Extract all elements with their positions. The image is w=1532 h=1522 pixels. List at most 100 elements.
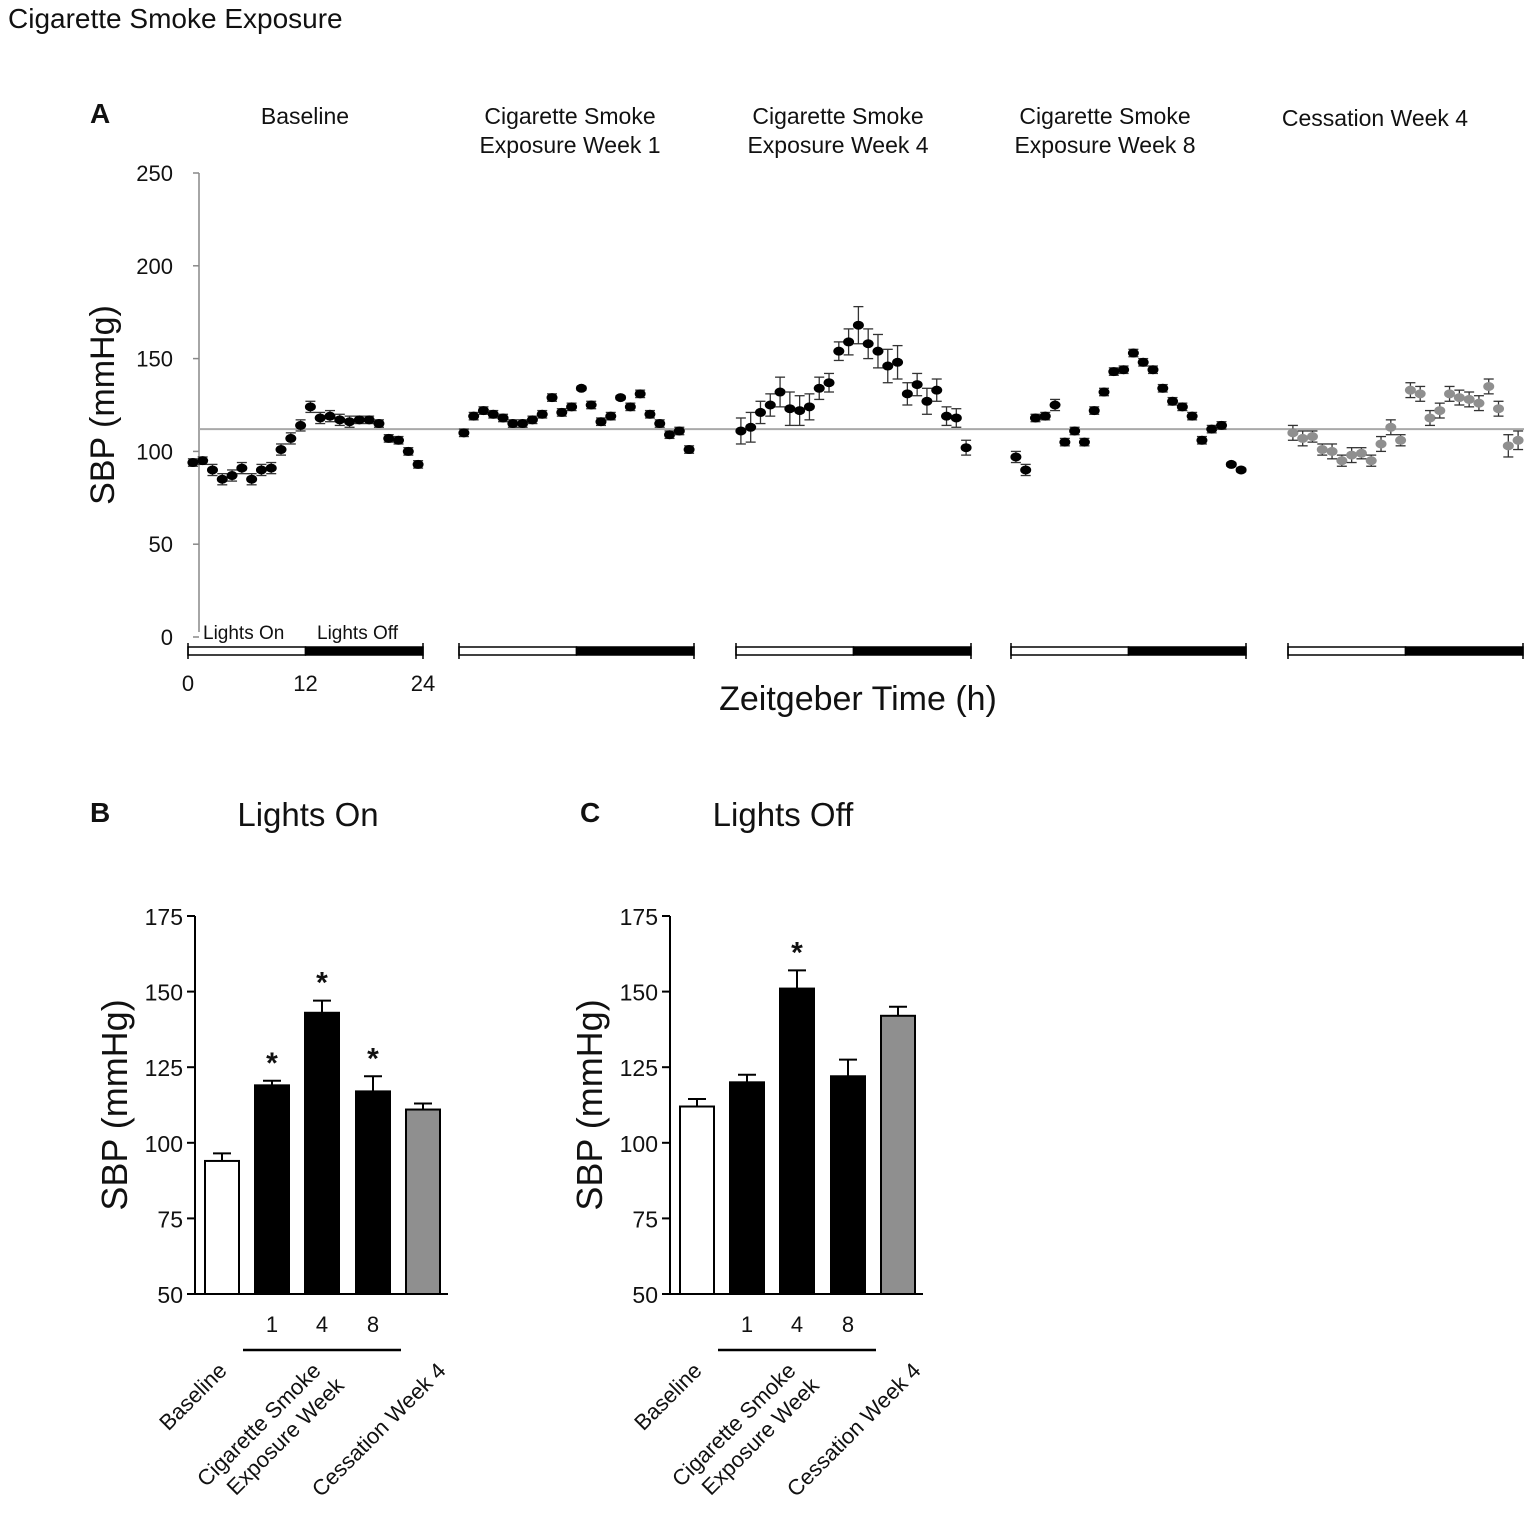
data-point xyxy=(1306,432,1318,442)
data-point xyxy=(1137,357,1149,367)
data-point xyxy=(1493,404,1505,414)
data-point xyxy=(1039,411,1051,421)
panel-a-x-tick-label: 0 xyxy=(182,671,194,696)
data-point xyxy=(497,413,509,423)
light-phase-bar xyxy=(735,646,855,656)
data-point xyxy=(605,411,617,421)
series-title-line: Cigarette Smoke xyxy=(1019,103,1190,129)
lights-off-label: Lights Off xyxy=(317,623,399,644)
significance-marker: * xyxy=(316,967,328,1000)
panel-a-y-tick-label: 100 xyxy=(136,439,173,464)
panel-c-letter: C xyxy=(580,797,600,828)
data-point xyxy=(295,420,307,430)
data-point xyxy=(1473,398,1485,408)
data-point xyxy=(1049,400,1061,410)
series-title-line: Cessation Week 4 xyxy=(1282,105,1468,131)
week-number-label: 4 xyxy=(316,1312,328,1337)
data-point xyxy=(487,409,499,419)
series-title-line: Exposure Week 1 xyxy=(479,132,660,158)
data-point xyxy=(1186,411,1198,421)
panel-a-scatter: A 0 50 100 150 200 250 SBP (mmHg) Lights On Ligh… xyxy=(84,98,1524,718)
bar-y-tick-label: 150 xyxy=(620,980,658,1006)
data-point xyxy=(517,419,529,429)
week-number-label: 8 xyxy=(367,1312,379,1337)
data-point xyxy=(556,407,568,417)
bar xyxy=(729,1081,765,1295)
dark-phase-bar xyxy=(1127,646,1247,656)
panel-a-x-tick-label: 12 xyxy=(293,671,317,696)
data-point xyxy=(197,456,209,466)
data-point xyxy=(1157,383,1169,393)
data-point xyxy=(1088,406,1100,416)
data-point xyxy=(843,337,855,347)
data-point xyxy=(468,411,480,421)
bar-y-axis-label: SBP (mmHg) xyxy=(94,999,135,1210)
bar xyxy=(204,1159,240,1295)
data-point xyxy=(754,407,766,417)
data-point xyxy=(774,387,786,397)
data-point xyxy=(1414,389,1426,399)
data-point xyxy=(1346,450,1358,460)
data-point xyxy=(745,422,757,432)
data-point xyxy=(536,409,548,419)
data-point xyxy=(236,463,248,473)
data-point xyxy=(1316,445,1328,455)
bar xyxy=(679,1105,715,1295)
data-point xyxy=(458,428,470,438)
data-point xyxy=(1206,424,1218,434)
baseline-category-label: Baseline xyxy=(629,1358,706,1435)
data-point xyxy=(1483,381,1495,391)
panel-b-bar-chart: B Lights On 50 75 100 125 150 175 SBP (mmHg) * * *… xyxy=(90,796,451,1502)
panel-a-letter: A xyxy=(90,98,110,129)
data-point xyxy=(1108,367,1120,377)
data-point xyxy=(412,459,424,469)
lights-on-label: Lights On xyxy=(203,623,284,644)
significance-marker: * xyxy=(367,1042,379,1075)
bar xyxy=(880,1014,916,1295)
data-point xyxy=(852,320,864,330)
bar-y-tick-label: 100 xyxy=(620,1131,658,1157)
baseline-category-label: Baseline xyxy=(154,1358,231,1435)
light-phase-bar xyxy=(1287,646,1407,656)
data-point xyxy=(285,433,297,443)
data-point xyxy=(1059,437,1071,447)
data-point xyxy=(911,380,923,390)
data-point xyxy=(1235,465,1247,475)
bar xyxy=(355,1090,391,1295)
data-point xyxy=(353,415,365,425)
series-title-line: Cigarette Smoke xyxy=(484,103,655,129)
data-point xyxy=(921,396,933,406)
data-point xyxy=(1216,420,1228,430)
data-point xyxy=(477,406,489,416)
data-point xyxy=(683,445,695,455)
data-point xyxy=(402,446,414,456)
series-title: Cigarette Smoke Exposure Week 4 xyxy=(747,103,928,158)
data-point xyxy=(1069,426,1081,436)
data-point xyxy=(595,417,607,427)
panel-c-bar-chart: C Lights Off 50 75 100 125 150 175 SBP (mmHg) * 1… xyxy=(569,796,926,1502)
data-point xyxy=(275,445,287,455)
data-point xyxy=(1404,385,1416,395)
light-phase-bar xyxy=(1010,646,1130,656)
data-point xyxy=(526,415,538,425)
data-point xyxy=(1098,387,1110,397)
data-point xyxy=(383,433,395,443)
data-point xyxy=(1127,348,1139,358)
data-point xyxy=(664,430,676,440)
bar-y-tick-label: 175 xyxy=(145,904,183,930)
data-point xyxy=(950,413,962,423)
bar-y-tick-label: 150 xyxy=(145,980,183,1006)
data-point xyxy=(624,402,636,412)
data-point xyxy=(823,378,835,388)
data-point xyxy=(1118,365,1130,375)
data-point xyxy=(304,402,316,412)
data-point xyxy=(833,346,845,356)
data-point xyxy=(1453,393,1465,403)
data-point xyxy=(615,393,627,403)
data-point xyxy=(654,419,666,429)
data-point xyxy=(1020,465,1032,475)
week-number-label: 1 xyxy=(741,1312,753,1337)
data-point xyxy=(1147,365,1159,375)
data-point xyxy=(265,463,277,473)
week-number-label: 4 xyxy=(791,1312,803,1337)
